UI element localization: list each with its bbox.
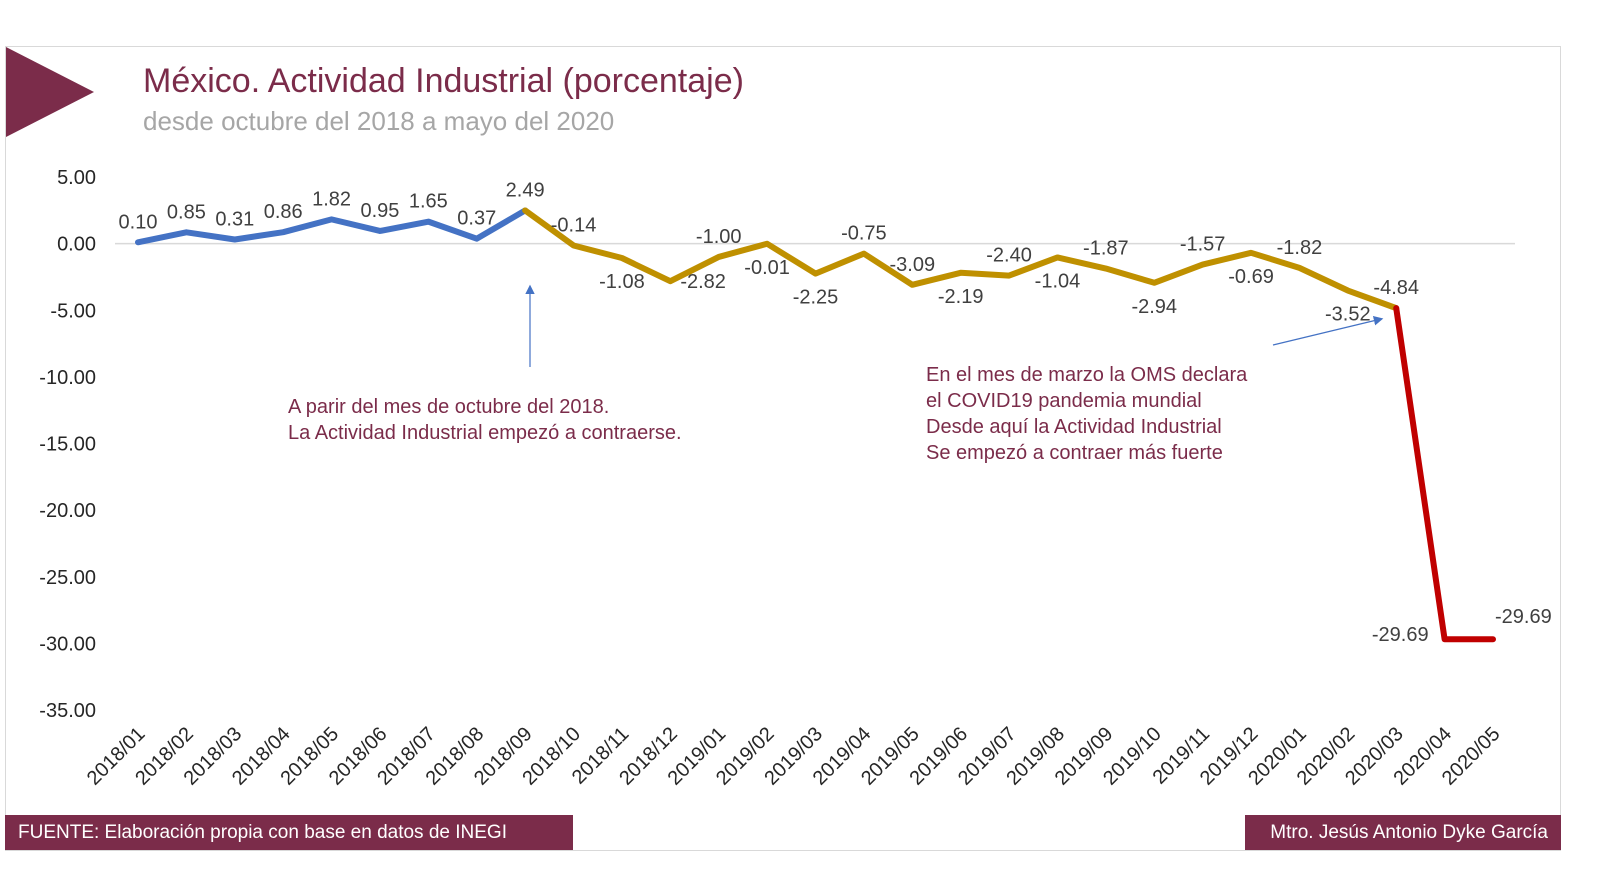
annotation-line: el COVID19 pandemia mundial xyxy=(926,390,1202,412)
annotation-line: La Actividad Industrial empezó a contrae… xyxy=(288,422,682,444)
data-label: 0.10 xyxy=(119,211,158,233)
data-label: -2.40 xyxy=(986,245,1032,267)
data-label: -1.00 xyxy=(696,226,742,248)
annotation-march-2020: En el mes de marzo la OMS declara el COV… xyxy=(926,362,1247,466)
data-label: -0.14 xyxy=(551,214,597,236)
y-tick-label: -30.00 xyxy=(39,633,96,655)
annotation-line: En el mes de marzo la OMS declara xyxy=(926,364,1248,386)
y-tick-label: -5.00 xyxy=(50,300,96,322)
annotation-line: A parir del mes de octubre del 2018. xyxy=(288,396,610,418)
data-label: -29.69 xyxy=(1495,606,1552,628)
data-label: -4.84 xyxy=(1373,277,1419,299)
y-tick-label: 5.00 xyxy=(57,167,96,189)
annotation-line: Desde aquí la Actividad Industrial xyxy=(926,416,1222,438)
chart-title: México. Actividad Industrial (porcentaje… xyxy=(143,62,744,100)
data-label: -1.87 xyxy=(1083,238,1129,260)
data-label: -3.09 xyxy=(889,254,935,276)
source-footer: FUENTE: Elaboración propia con base en d… xyxy=(5,815,573,850)
y-tick-label: -15.00 xyxy=(39,434,96,456)
chart-subtitle: desde octubre del 2018 a mayo del 2020 xyxy=(143,106,615,136)
data-label: 0.31 xyxy=(215,208,254,230)
data-label: -1.04 xyxy=(1035,270,1081,292)
data-label: 1.82 xyxy=(312,188,351,210)
y-tick-label: -25.00 xyxy=(39,567,96,589)
annotation-line: Se empezó a contraer más fuerte xyxy=(926,442,1223,464)
y-tick-label: -35.00 xyxy=(39,700,96,722)
y-tick-label: -10.00 xyxy=(39,367,96,389)
y-tick-label: 0.00 xyxy=(57,234,96,256)
data-label: -1.82 xyxy=(1277,237,1323,259)
data-label: -0.75 xyxy=(841,223,887,245)
data-label: -3.52 xyxy=(1325,304,1371,326)
data-label: -1.08 xyxy=(599,271,645,293)
series-line-segment xyxy=(135,207,529,246)
data-label: -0.01 xyxy=(744,257,790,279)
data-label: -0.69 xyxy=(1228,266,1274,288)
data-label: -2.94 xyxy=(1131,296,1177,318)
data-label: 0.37 xyxy=(457,208,496,230)
data-label: -29.69 xyxy=(1372,624,1429,646)
data-label: 2.49 xyxy=(506,179,545,201)
data-label: 0.86 xyxy=(264,201,303,223)
y-tick-label: -20.00 xyxy=(39,500,96,522)
data-label: -2.19 xyxy=(938,286,984,308)
series-line-segment xyxy=(522,207,1400,312)
annotation-arrow xyxy=(1272,316,1384,346)
slide-frame xyxy=(5,46,1561,851)
series-line-segment xyxy=(1393,305,1496,643)
author-footer: Mtro. Jesús Antonio Dyke García xyxy=(1245,815,1561,850)
data-label: -2.82 xyxy=(680,271,726,293)
data-label: 1.65 xyxy=(409,191,448,213)
annotation-october-2018: A parir del mes de octubre del 2018. La … xyxy=(288,394,682,446)
data-label: 0.95 xyxy=(360,200,399,222)
play-triangle-icon xyxy=(6,47,94,137)
data-label: 0.85 xyxy=(167,201,206,223)
data-label: -1.57 xyxy=(1180,234,1226,256)
data-label: -2.25 xyxy=(793,287,839,309)
